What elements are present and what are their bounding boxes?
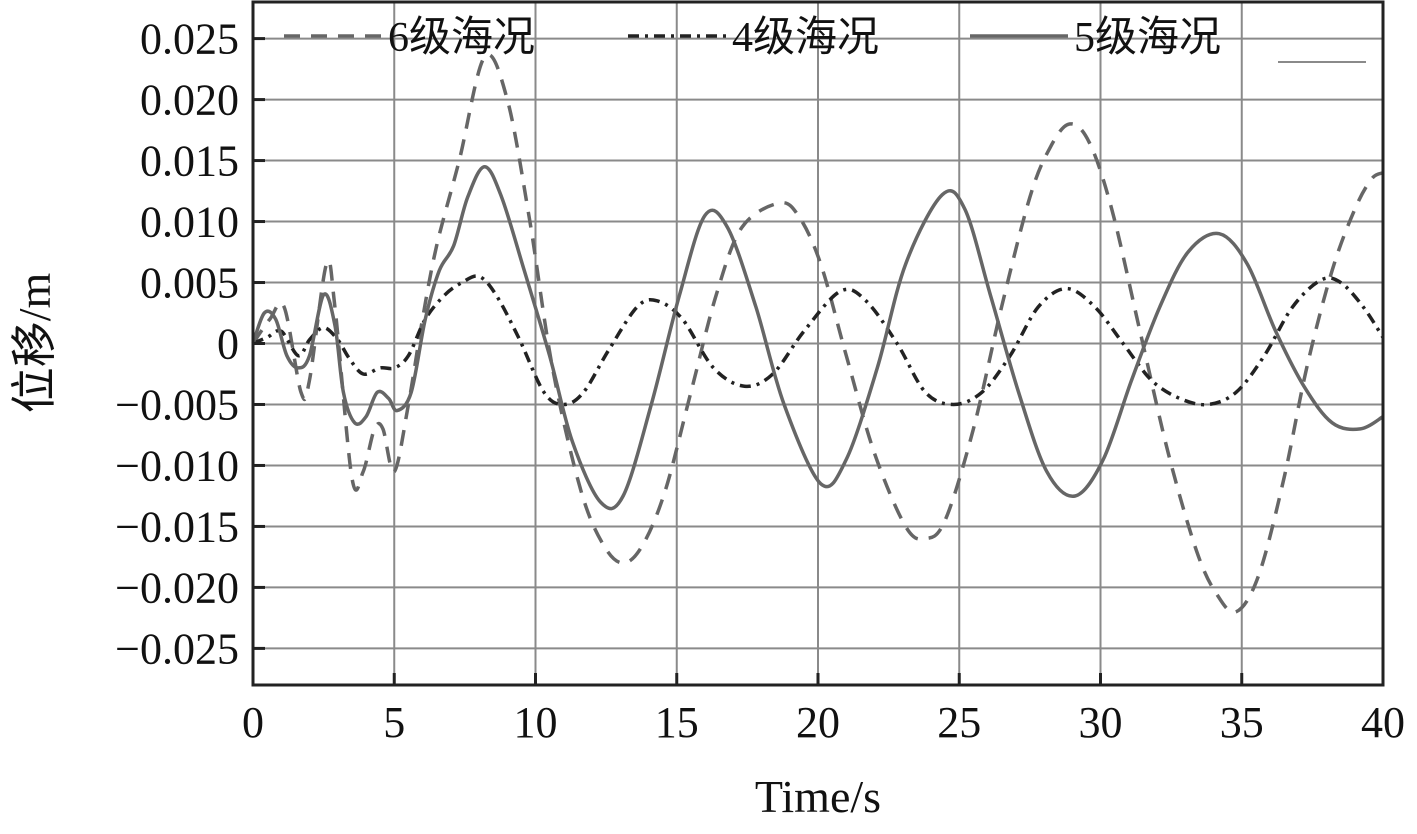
y-tick-label: −0.025	[115, 624, 239, 673]
x-tick-label: 35	[1220, 698, 1264, 747]
y-tick-label: 0.025	[140, 15, 239, 64]
legend-label-1: 6级海况	[388, 15, 535, 61]
y-tick-label: 0	[217, 320, 239, 369]
x-tick-label: 30	[1079, 698, 1123, 747]
x-tick-label: 0	[242, 698, 264, 747]
x-tick-label: 10	[514, 698, 558, 747]
y-axis-title: 位移/m	[9, 273, 60, 414]
x-tick-label: 25	[937, 698, 981, 747]
series-line-3	[251, 164, 1384, 511]
legend: 6级海况 4级海况 5级海况	[284, 15, 1366, 63]
legend-label-3: 5级海况	[1074, 15, 1221, 61]
x-tick-label: 15	[655, 698, 699, 747]
y-tick-label: 0.010	[140, 198, 239, 247]
ticks: 0 5 10 15 20 25 30 35 40 0.025 0.020 0.015 0.010 0.00…	[115, 15, 1405, 747]
legend-label-2: 4级海况	[732, 15, 879, 61]
y-tick-label: −0.010	[115, 441, 239, 490]
x-tick-label: 20	[796, 698, 840, 747]
y-tick-label: 0.005	[140, 259, 239, 308]
y-tick-label: −0.015	[115, 502, 239, 551]
y-tick-label: −0.005	[115, 380, 239, 429]
y-tick-label: −0.020	[115, 563, 239, 612]
x-axis-title: Time/s	[755, 771, 881, 822]
x-tick-label: 40	[1361, 698, 1405, 747]
y-tick-label: 0.015	[140, 137, 239, 186]
series-layer	[251, 53, 1385, 615]
y-tick-label: 0.020	[140, 76, 239, 125]
series-line-1	[251, 53, 1384, 615]
x-tick-label: 5	[383, 698, 405, 747]
grid	[253, 2, 1383, 685]
series-line-2	[252, 274, 1385, 407]
